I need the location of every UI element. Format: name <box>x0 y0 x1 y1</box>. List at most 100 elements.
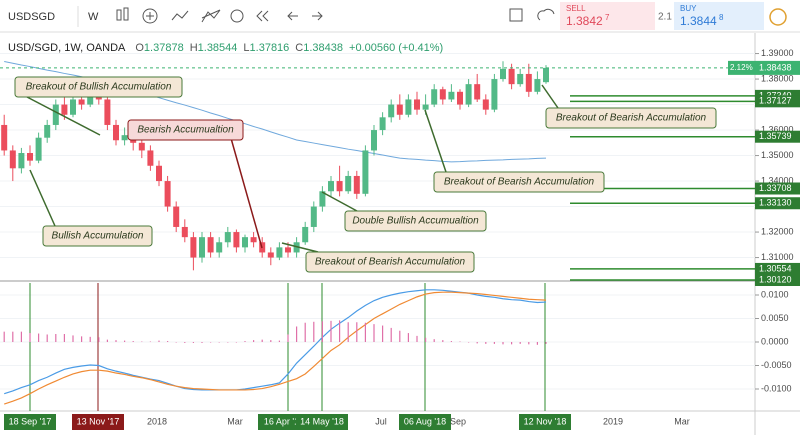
level-label: 1.35739 <box>759 131 792 141</box>
buy-pip: 8 <box>719 13 724 22</box>
callout-line <box>29 169 56 227</box>
info-icon[interactable] <box>769 8 787 26</box>
candle-body <box>224 232 231 243</box>
sell-price: 1.3842 <box>566 14 603 28</box>
interval[interactable]: W <box>88 11 99 23</box>
level-badge <box>755 95 800 108</box>
candle-body <box>61 104 68 115</box>
candle-body <box>181 226 188 238</box>
histogram-bar <box>235 341 237 343</box>
histogram-bar <box>450 341 452 342</box>
sell-box[interactable] <box>560 2 655 30</box>
legend-part: USD/SGD, 1W, OANDA <box>8 42 126 54</box>
histogram-bar <box>399 330 401 342</box>
candle-body <box>267 252 274 258</box>
callout-line <box>281 242 319 253</box>
legend: USD/SGD, 1W, OANDA O1.37878 H1.38544 L1.378… <box>8 42 443 54</box>
candle-body <box>345 175 352 192</box>
candle-body <box>156 165 162 182</box>
annotation-box <box>305 251 475 273</box>
time-badge <box>296 414 348 430</box>
time-badge <box>519 414 571 430</box>
candle-body <box>138 142 145 151</box>
time-badge <box>399 414 451 430</box>
candle-body <box>199 237 205 258</box>
candle-body <box>371 130 377 151</box>
x-tick-label: 12 Nov '18 <box>524 416 567 426</box>
histogram-bar <box>72 335 74 342</box>
y-tick-label: 0.0000 <box>761 336 789 346</box>
x-tick-label: 06 Aug '18 <box>404 416 446 426</box>
histogram-bar <box>244 341 246 342</box>
candle-body <box>448 91 455 100</box>
y-tick-label: 1.39000 <box>761 48 794 58</box>
candle-body <box>457 91 463 105</box>
candle-body <box>319 191 326 207</box>
annotation: Bullish Accumulation <box>52 231 144 242</box>
change-label: 2.12% <box>730 63 753 72</box>
histogram-bar <box>321 321 323 342</box>
histogram-bar <box>167 341 169 342</box>
symbol[interactable]: USDSGD <box>8 11 55 23</box>
price-badge <box>755 60 800 75</box>
candle-body <box>302 226 309 243</box>
candle-body <box>328 181 334 192</box>
candle-body <box>525 73 532 92</box>
y-tick-label: 1.32000 <box>761 226 794 236</box>
x-tick-label: Mar <box>227 416 243 426</box>
y-tick-label: -0.0050 <box>761 360 792 370</box>
histogram-bar <box>278 340 280 342</box>
histogram-bar <box>330 320 332 342</box>
legend-part: C <box>295 42 303 54</box>
candle-body <box>52 104 59 125</box>
x-tick-label: 2018 <box>147 416 167 426</box>
candle-body <box>70 99 76 115</box>
buy-label: BUY <box>680 4 697 13</box>
level-label: 1.33708 <box>759 183 792 193</box>
candle-body <box>422 104 429 110</box>
x-tick-label: 16 Apr '18 <box>264 416 304 426</box>
x-tick-label: 14 May '18 <box>300 416 344 426</box>
annotation-box <box>545 107 717 129</box>
level-label: 1.37127 <box>759 96 792 106</box>
level-badge <box>755 262 800 275</box>
candle-body <box>474 84 481 100</box>
histogram-bar <box>158 340 160 342</box>
histogram-bar <box>115 340 117 342</box>
histogram-bar <box>192 341 194 343</box>
tool-icons[interactable] <box>116 7 555 24</box>
histogram-bar <box>132 341 134 342</box>
histogram-bar <box>493 341 495 344</box>
histogram-bar <box>459 341 461 343</box>
histogram-bar <box>63 334 65 342</box>
annotation: Breakout of Bullish Accumulation <box>26 82 172 93</box>
sell-label: SELL <box>566 4 586 13</box>
y-tick-label: 0.0100 <box>761 289 789 299</box>
spread: 2.1 <box>658 12 672 23</box>
histogram-bar <box>416 335 418 342</box>
buy-box[interactable] <box>674 2 764 30</box>
callout-line <box>26 96 101 136</box>
x-tick-label: Mar <box>674 416 690 426</box>
annotation: Double Bullish Accumualtion <box>352 216 479 227</box>
annotation: Breakout of Bearish Accumulation <box>315 257 466 268</box>
histogram-bar <box>46 334 48 342</box>
histogram-bar <box>261 339 263 342</box>
histogram-bar <box>287 334 289 342</box>
level-label: 1.37340 <box>759 90 792 100</box>
candle-body <box>534 79 541 92</box>
histogram-bar <box>296 326 298 342</box>
histogram-bar <box>29 333 31 342</box>
y-tick-label: 1.34000 <box>761 175 794 185</box>
callout-line <box>321 191 358 212</box>
histogram-bar <box>442 340 444 342</box>
time-badge <box>72 414 124 430</box>
annotation-box <box>42 225 153 247</box>
candle-body <box>465 84 472 105</box>
annotation-box <box>344 210 487 232</box>
x-tick-label: 13 Nov '17 <box>77 416 120 426</box>
histogram-bar <box>356 322 358 342</box>
candle-body <box>285 247 291 253</box>
candle-body <box>250 237 257 243</box>
histogram-bar <box>476 341 478 344</box>
